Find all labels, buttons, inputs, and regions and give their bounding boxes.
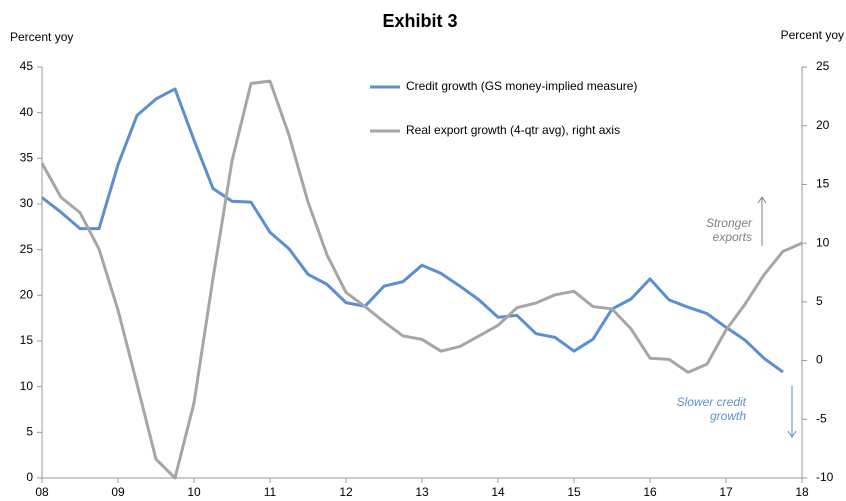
annotation: growth [710, 409, 746, 423]
x-tick-label: 08 [35, 485, 49, 499]
y2-tick-label: 15 [816, 177, 830, 191]
y-axis-label: Percent yoy [10, 30, 73, 44]
x-tick-label: 11 [264, 485, 277, 499]
y-tick-label: 25 [20, 242, 34, 256]
annotation: exports [713, 230, 752, 244]
y-tick-label: 45 [20, 59, 34, 73]
y2-tick-label: -10 [816, 470, 834, 484]
x-tick-label: 13 [415, 485, 429, 499]
y2-tick-label: 5 [816, 294, 823, 308]
y2-tick-label: 0 [816, 353, 823, 367]
x-tick-label: 18 [795, 485, 809, 499]
annotation-arrowhead [787, 430, 797, 438]
x-tick-label: 10 [187, 485, 201, 499]
y-tick-label: 10 [20, 379, 34, 393]
y2-tick-label: -5 [816, 411, 827, 425]
y-tick-label: 5 [26, 425, 33, 439]
x-tick-label: 15 [567, 485, 581, 499]
y-tick-label: 15 [20, 333, 34, 347]
legend-label: Real export growth (4-qtr avg), right ax… [406, 123, 620, 137]
y-tick-label: 30 [20, 196, 34, 210]
x-tick-label: 17 [719, 485, 733, 499]
x-tick-label: 14 [491, 485, 505, 499]
y-tick-label: 20 [20, 288, 34, 302]
y2-axis-label: Percent yoy [781, 28, 844, 42]
y-tick-label: 0 [26, 470, 33, 484]
x-tick-label: 09 [111, 485, 125, 499]
x-tick-label: 16 [643, 485, 657, 499]
y2-tick-label: 25 [816, 59, 830, 73]
y-tick-label: 35 [20, 151, 34, 165]
x-tick-label: 12 [339, 485, 353, 499]
annotation: Stronger [706, 216, 753, 230]
chart-title: Exhibit 3 [382, 11, 457, 31]
y2-tick-label: 10 [816, 235, 830, 249]
series-line [40, 79, 803, 480]
series-line [41, 87, 784, 374]
annotation: Slower credit [677, 395, 747, 409]
legend-label: Credit growth (GS money-implied measure) [406, 79, 637, 93]
annotation-arrowhead [757, 196, 767, 204]
y2-tick-label: 20 [816, 118, 830, 132]
y-tick-label: 40 [20, 105, 34, 119]
